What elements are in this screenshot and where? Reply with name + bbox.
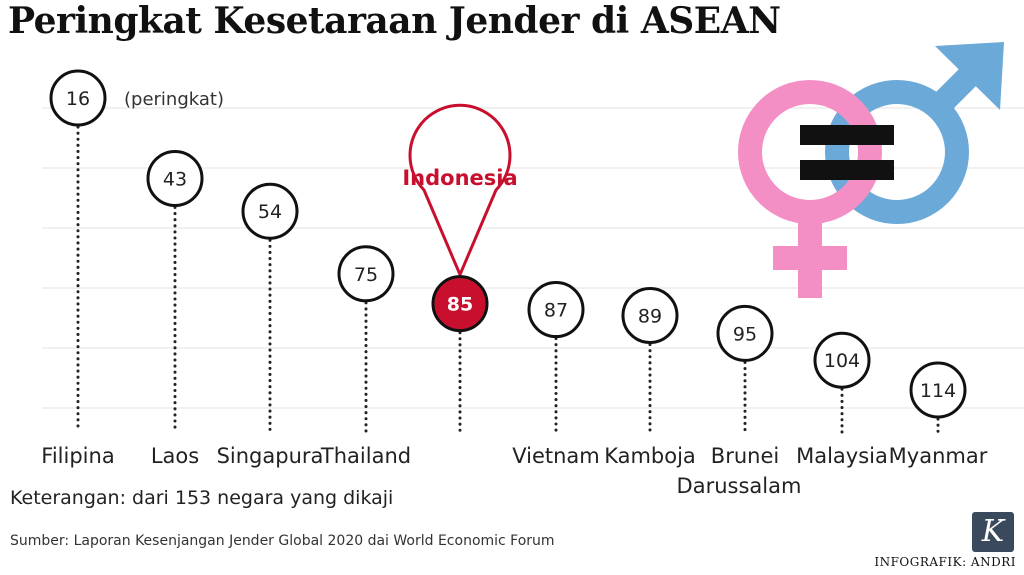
- rank-value: 16: [66, 88, 90, 110]
- rank-circle: [716, 304, 774, 362]
- chart-title: Peringkat Kesetaraan Jender di ASEAN: [8, 0, 781, 42]
- rank-circle: [146, 149, 204, 207]
- equal-sign-icon: [800, 125, 894, 180]
- category-label: Darussalam: [677, 474, 802, 498]
- rank-circle: [527, 281, 585, 339]
- gender-equality-symbol: [738, 42, 1004, 298]
- chart-marks: 16Filipina(peringkat)43Laos54Singapura75…: [41, 69, 988, 498]
- category-label: Laos: [151, 444, 199, 468]
- rank-marker-9: 114 Myanmar: [889, 361, 988, 468]
- rank-value: 87: [544, 300, 568, 322]
- credit-text: INFOGRAFIK: ANDRI: [874, 555, 1016, 569]
- rank-circle: [49, 69, 107, 127]
- category-label: Kamboja: [604, 444, 696, 468]
- rank-value: 75: [354, 264, 378, 286]
- rank-marker-1: 43 Laos: [146, 149, 204, 468]
- rank-circle: [431, 275, 489, 333]
- note-text: Keterangan: dari 153 negara yang dikaji: [10, 487, 394, 509]
- rank-marker-2: 54 Singapura: [217, 182, 324, 468]
- category-label: Brunei: [711, 444, 779, 468]
- rank-marker-5: 87 Vietnam: [512, 281, 600, 468]
- rank-marker-8: 104 Malaysia: [796, 331, 888, 468]
- rank-value: 43: [163, 168, 187, 190]
- rank-marker-7: 95 Brunei Darussalam: [677, 304, 802, 498]
- source-text: Sumber: Laporan Kesenjangan Jender Globa…: [10, 533, 555, 549]
- highlight-label: Indonesia: [402, 166, 517, 190]
- category-label: Singapura: [217, 444, 324, 468]
- rank-value: 54: [258, 201, 282, 223]
- rank-value: 85: [447, 294, 473, 316]
- rank-circle: [813, 331, 871, 389]
- rank-marker-4: Indonesia 85: [402, 103, 518, 434]
- rank-circle: [621, 287, 679, 345]
- rank-circle: [909, 361, 967, 419]
- category-label: Vietnam: [512, 444, 600, 468]
- unit-label: (peringkat): [124, 89, 224, 110]
- rank-value: 114: [920, 380, 956, 402]
- rank-value: 89: [638, 306, 662, 328]
- category-label: Myanmar: [889, 444, 988, 468]
- rank-marker-6: 89 Kamboja: [604, 287, 696, 468]
- rank-circle: [337, 245, 395, 303]
- category-label: Thailand: [320, 444, 411, 468]
- male-symbol-icon: [825, 42, 1004, 224]
- rank-marker-3: 75 Thailand: [320, 245, 411, 468]
- rank-value: 95: [733, 323, 757, 345]
- female-symbol-icon: [738, 80, 882, 298]
- rank-value: 104: [824, 350, 860, 372]
- category-label: Filipina: [41, 444, 114, 468]
- kompas-logo-icon: K: [972, 512, 1014, 552]
- rank-circle: [241, 182, 299, 240]
- highlight-pin: [408, 103, 512, 279]
- category-label: Malaysia: [796, 444, 888, 468]
- rank-marker-0: 16 Filipina (peringkat): [41, 69, 224, 468]
